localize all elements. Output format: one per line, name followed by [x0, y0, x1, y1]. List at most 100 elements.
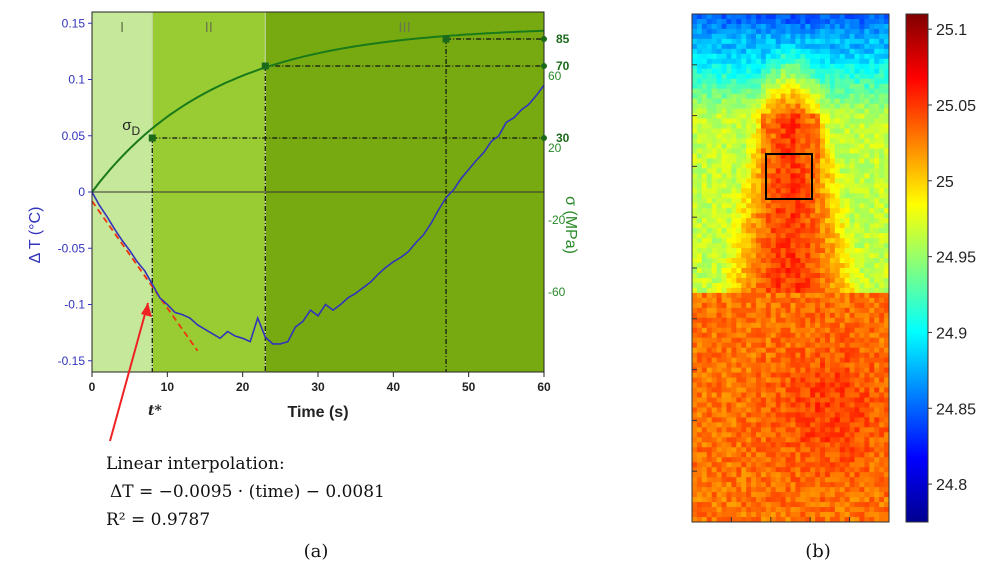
heat-cell: [701, 73, 708, 80]
heat-cell: [736, 123, 742, 129]
heat-cell: [770, 173, 777, 179]
heat-cell: [711, 58, 718, 65]
heat-cell: [701, 347, 708, 354]
heat-cell: [785, 263, 791, 269]
heat-cell: [859, 432, 865, 438]
heat-cell: [785, 387, 791, 393]
heat-cell: [829, 402, 836, 408]
heat-cell: [721, 512, 727, 518]
heat-cell: [810, 138, 816, 144]
heat-cell: [834, 73, 841, 80]
heat-cell: [731, 38, 737, 45]
heat-cell: [701, 317, 708, 324]
heat-cell: [785, 163, 791, 169]
heat-cell: [746, 377, 752, 383]
heat-cell: [824, 472, 831, 478]
heat-cell: [746, 297, 752, 304]
heat-cell: [741, 357, 747, 364]
heat-cell: [884, 23, 889, 30]
heat-cell: [869, 362, 875, 369]
heat-cell: [741, 477, 747, 483]
heat-cell: [805, 113, 811, 119]
heat-cell: [696, 173, 703, 179]
heat-cell: [741, 258, 747, 264]
heat-cell: [780, 507, 786, 513]
heat-cell: [810, 317, 816, 324]
heat-cell: [765, 372, 772, 378]
heat-cell: [770, 437, 777, 443]
heat-cell: [829, 68, 836, 75]
heat-cell: [805, 88, 811, 95]
heat-cell: [864, 297, 870, 304]
heat-cell: [716, 88, 722, 95]
heat-cell: [716, 108, 722, 115]
heat-cell: [854, 292, 860, 299]
heat-cell: [884, 272, 889, 279]
heat-cell: [692, 173, 698, 179]
heat-cell: [731, 377, 737, 383]
heat-cell: [805, 402, 811, 408]
heat-cell: [884, 397, 889, 403]
heat-cell: [701, 462, 708, 468]
heat-cell: [879, 228, 885, 234]
heat-cell: [696, 48, 703, 55]
heat-cell: [879, 138, 885, 144]
heat-cell: [696, 258, 703, 264]
heat-cell: [839, 417, 846, 423]
heat-cell: [879, 168, 885, 174]
heat-cell: [751, 198, 757, 204]
heat-cell: [864, 452, 870, 458]
heat-cell: [692, 133, 698, 139]
heat-cell: [874, 357, 880, 364]
heat-cell: [706, 497, 713, 503]
heat-cell: [701, 302, 708, 309]
heat-cell: [701, 263, 708, 269]
heat-cell: [844, 68, 850, 75]
heat-cell: [751, 208, 757, 214]
heat-cell: [775, 173, 782, 179]
heat-cell: [731, 367, 737, 373]
heat-cell: [790, 258, 796, 264]
heat-cell: [780, 88, 786, 95]
heat-cell: [696, 93, 703, 100]
heat-cell: [751, 412, 757, 418]
heat-cell: [775, 367, 782, 373]
heat-cell: [716, 342, 722, 349]
heat-cell: [775, 63, 782, 70]
heat-cell: [829, 322, 836, 329]
heat-cell: [775, 128, 782, 134]
heat-cell: [810, 263, 816, 269]
heat-cell: [869, 168, 875, 174]
heat-cell: [736, 457, 742, 463]
heat-cell: [746, 507, 752, 513]
heat-cell: [810, 208, 816, 214]
heat-cell: [849, 68, 855, 75]
heat-cell: [711, 367, 718, 373]
heat-cell: [696, 477, 703, 483]
heat-cell: [711, 287, 718, 294]
heat-cell: [765, 482, 772, 488]
heat-cell: [711, 148, 718, 154]
heat-cell: [864, 128, 870, 134]
heat-cell: [701, 38, 708, 45]
heat-cell: [864, 492, 870, 498]
heat-cell: [716, 327, 722, 334]
heat-cell: [711, 168, 718, 174]
heat-cell: [829, 233, 836, 239]
heat-cell: [834, 88, 841, 95]
heat-cell: [815, 292, 821, 299]
heat-cell: [824, 457, 831, 463]
heat-cell: [844, 63, 850, 70]
heat-cell: [829, 392, 836, 398]
heat-cell: [834, 507, 841, 513]
heat-cell: [736, 168, 742, 174]
heat-cell: [824, 23, 831, 30]
heat-cell: [864, 347, 870, 354]
heat-cell: [746, 367, 752, 373]
heat-cell: [780, 228, 786, 234]
heat-cell: [706, 168, 713, 174]
heat-cell: [721, 33, 727, 40]
heat-cell: [716, 223, 722, 229]
heat-cell: [785, 38, 791, 45]
heat-cell: [706, 432, 713, 438]
